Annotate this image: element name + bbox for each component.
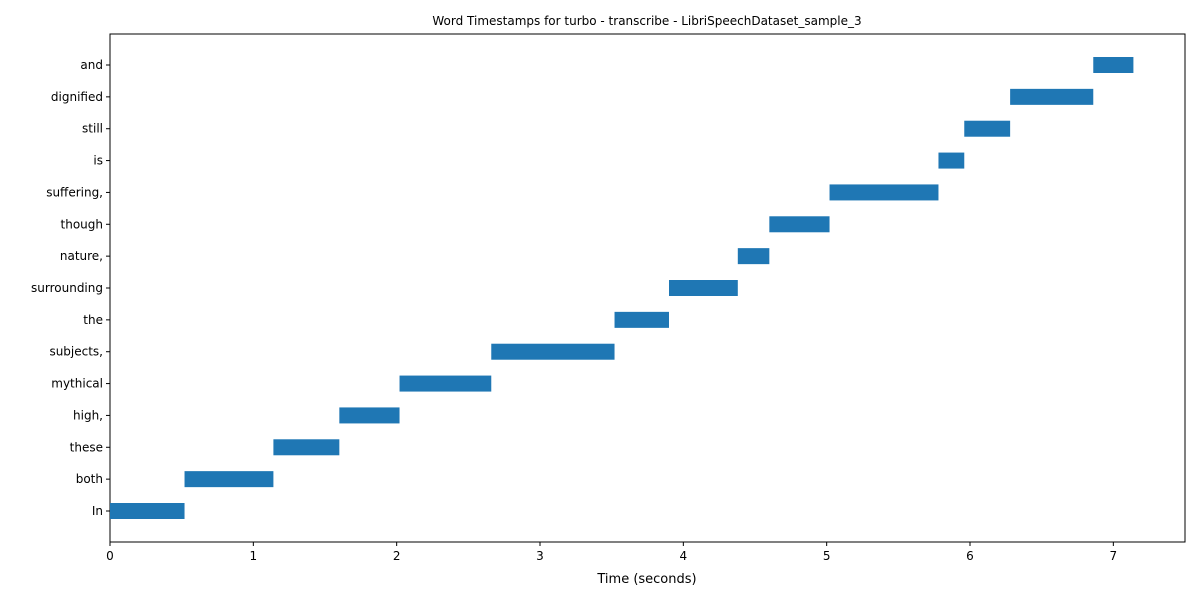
y-tick-label-0: In — [92, 504, 103, 518]
bar-8 — [737, 248, 770, 265]
bar-5 — [491, 343, 615, 360]
y-tick-label-1: both — [76, 472, 103, 486]
x-tick-label-4: 4 — [680, 549, 688, 563]
y-tick-label-14: and — [80, 58, 103, 72]
bar-12 — [964, 120, 1011, 137]
bar-13 — [1010, 88, 1094, 105]
bar-10 — [829, 184, 939, 201]
bar-7 — [669, 280, 738, 296]
bar-14 — [1093, 57, 1134, 73]
y-tick-label-10: suffering, — [46, 185, 103, 199]
y-tick-label-12: still — [82, 122, 103, 136]
y-tick-label-9: though — [61, 217, 103, 231]
bars-group — [110, 57, 1134, 519]
x-tick-label-0: 0 — [106, 549, 114, 563]
y-tick-label-8: nature, — [60, 249, 103, 263]
bar-9 — [769, 216, 830, 233]
bar-6 — [614, 311, 669, 328]
y-tick-label-13: dignified — [51, 90, 103, 104]
x-tick-label-3: 3 — [536, 549, 544, 563]
x-tick-label-5: 5 — [823, 549, 831, 563]
y-tick-label-2: these — [70, 440, 103, 454]
x-axis: 0 1 2 3 4 5 6 7 — [106, 542, 1117, 563]
bar-4 — [399, 375, 492, 392]
y-tick-label-3: high, — [73, 408, 103, 422]
bar-0 — [110, 503, 185, 519]
bar-2 — [273, 439, 340, 456]
y-tick-label-11: is — [93, 154, 103, 168]
bar-1 — [184, 471, 274, 488]
x-tick-label-7: 7 — [1110, 549, 1118, 563]
plot-area-frame — [109, 33, 1186, 543]
x-axis-label: Time (seconds) — [596, 572, 696, 587]
chart-title: Word Timestamps for turbo - transcribe -… — [432, 14, 861, 28]
bar-3 — [339, 407, 400, 424]
y-tick-label-6: the — [83, 313, 103, 327]
bar-11 — [938, 152, 965, 169]
x-tick-label-2: 2 — [393, 549, 401, 563]
y-tick-label-7: surrounding — [31, 281, 103, 295]
x-tick-label-6: 6 — [966, 549, 974, 563]
y-tick-label-4: mythical — [51, 377, 103, 391]
y-tick-label-5: subjects, — [49, 345, 103, 359]
y-axis: In both these high, mythical subjects, t… — [31, 58, 110, 518]
x-tick-label-1: 1 — [250, 549, 258, 563]
